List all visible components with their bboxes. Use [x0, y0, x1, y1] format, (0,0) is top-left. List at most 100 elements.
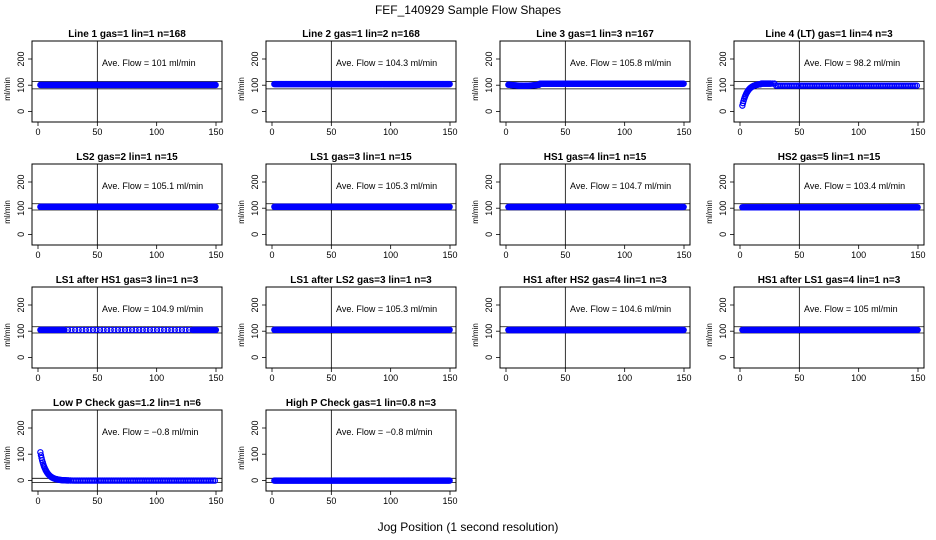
- data-point: [150, 326, 157, 334]
- x-tick-label: 100: [617, 373, 632, 383]
- x-tick-label: 100: [851, 250, 866, 260]
- y-tick-label: 0: [250, 109, 260, 114]
- data-point: [86, 326, 93, 334]
- plot-frame: [265, 409, 457, 492]
- y-tick-label: 0: [250, 232, 260, 237]
- x-tick-label: 150: [910, 127, 925, 137]
- y-tick-label: 200: [484, 174, 494, 189]
- chart-panel: HS2 gas=5 lin=1 n=15 0 50 100 150 0 100 200 ml/m…: [705, 152, 926, 260]
- x-tick-label: 0: [269, 373, 274, 383]
- data-point: [64, 326, 72, 334]
- y-axis-label: ml/min: [471, 77, 480, 101]
- x-tick-label: 50: [92, 250, 102, 260]
- y-tick-label: 200: [250, 174, 260, 189]
- data-point: [164, 326, 171, 334]
- x-tick-label: 50: [92, 373, 102, 383]
- y-axis-label: ml/min: [3, 200, 12, 224]
- y-tick-label: 0: [250, 355, 260, 360]
- average-flow-annotation: Ave. Flow = 105 ml/min: [804, 304, 898, 314]
- x-tick-label: 0: [35, 250, 40, 260]
- x-tick-label: 50: [794, 250, 804, 260]
- chart-panel: Line 1 gas=1 lin=1 n=168 0 50 100 150 0 100 200…: [3, 29, 224, 137]
- x-tick-label: 50: [92, 496, 102, 506]
- y-tick-label: 0: [16, 232, 26, 237]
- x-tick-label: 150: [676, 250, 691, 260]
- data-point: [103, 326, 111, 334]
- chart-panel: Line 2 gas=1 lin=2 n=168 0 50 100 150 0 100 200…: [237, 29, 458, 137]
- data-point: [143, 326, 150, 334]
- x-tick-label: 50: [326, 496, 336, 506]
- average-flow-annotation: Ave. Flow = 103.4 ml/min: [804, 181, 905, 191]
- data-point: [71, 326, 79, 334]
- data-point: [136, 326, 143, 334]
- chart-panel: HS1 gas=4 lin=1 n=15 0 50 100 150 0 100 200 ml/m…: [471, 152, 692, 260]
- panel-title: Line 4 (LT) gas=1 lin=4 n=3: [765, 29, 893, 40]
- y-tick-label: 0: [718, 109, 728, 114]
- y-tick-label: 100: [16, 324, 26, 339]
- y-tick-label: 100: [718, 324, 728, 339]
- average-flow-annotation: Ave. Flow = −0.8 ml/min: [102, 427, 198, 437]
- y-axis-label: ml/min: [3, 323, 12, 347]
- x-tick-label: 0: [503, 127, 508, 137]
- y-axis-label: ml/min: [471, 323, 480, 347]
- x-tick-label: 0: [503, 373, 508, 383]
- data-point: [111, 326, 118, 334]
- x-tick-label: 0: [737, 373, 742, 383]
- x-tick-label: 150: [208, 496, 223, 506]
- y-tick-label: 0: [16, 355, 26, 360]
- x-tick-label: 0: [737, 127, 742, 137]
- x-tick-label: 100: [851, 127, 866, 137]
- y-tick-label: 100: [484, 201, 494, 216]
- average-flow-annotation: Ave. Flow = −0.8 ml/min: [336, 427, 432, 437]
- average-flow-annotation: Ave. Flow = 105.1 ml/min: [102, 181, 203, 191]
- y-tick-label: 100: [718, 78, 728, 93]
- data-point: [212, 81, 219, 89]
- data-point: [82, 326, 90, 334]
- data-point: [121, 326, 129, 334]
- x-tick-label: 50: [92, 127, 102, 137]
- data-point: [68, 326, 75, 334]
- y-tick-label: 200: [250, 420, 260, 435]
- y-tick-label: 200: [718, 174, 728, 189]
- y-tick-label: 0: [484, 355, 494, 360]
- chart-panel: Line 4 (LT) gas=1 lin=4 n=3 0 50 100 150 0 100…: [705, 29, 926, 137]
- panel-title: High P Check gas=1 lin=0.8 n=3: [286, 398, 437, 409]
- x-tick-label: 0: [35, 127, 40, 137]
- plot-frame: [733, 286, 925, 369]
- data-point: [212, 326, 220, 334]
- y-tick-label: 100: [16, 78, 26, 93]
- y-tick-label: 100: [16, 201, 26, 216]
- x-tick-label: 50: [560, 250, 570, 260]
- x-tick-label: 0: [737, 250, 742, 260]
- y-tick-label: 0: [484, 109, 494, 114]
- panel-title: HS1 gas=4 lin=1 n=15: [544, 152, 647, 163]
- x-tick-label: 0: [269, 127, 274, 137]
- x-tick-label: 100: [383, 250, 398, 260]
- data-point: [125, 326, 132, 334]
- x-tick-label: 50: [794, 127, 804, 137]
- chart-panel: Line 3 gas=1 lin=3 n=167 0 50 100 150 0 100 200…: [471, 29, 692, 137]
- x-tick-label: 50: [560, 373, 570, 383]
- plot-frame: [31, 163, 223, 246]
- x-tick-label: 0: [35, 496, 40, 506]
- y-tick-label: 200: [16, 174, 26, 189]
- y-tick-label: 200: [16, 420, 26, 435]
- x-tick-label: 150: [910, 250, 925, 260]
- y-axis-label: ml/min: [3, 77, 12, 101]
- panel-title: LS1 gas=3 lin=1 n=15: [310, 152, 412, 163]
- average-flow-annotation: Ave. Flow = 105.8 ml/min: [570, 58, 671, 68]
- plot-frame: [499, 163, 691, 246]
- data-point: [75, 326, 82, 334]
- x-tick-label: 0: [35, 373, 40, 383]
- data-point: [446, 477, 453, 484]
- x-tick-label: 50: [326, 250, 336, 260]
- x-tick-label: 50: [794, 373, 804, 383]
- x-tick-label: 100: [149, 250, 164, 260]
- average-flow-annotation: Ave. Flow = 104.7 ml/min: [570, 181, 671, 191]
- x-tick-label: 100: [617, 250, 632, 260]
- figure-xlabel: Jog Position (1 second resolution): [378, 520, 559, 534]
- y-tick-label: 100: [250, 201, 260, 216]
- data-point: [100, 326, 107, 334]
- data-point: [107, 326, 114, 334]
- plot-frame: [733, 163, 925, 246]
